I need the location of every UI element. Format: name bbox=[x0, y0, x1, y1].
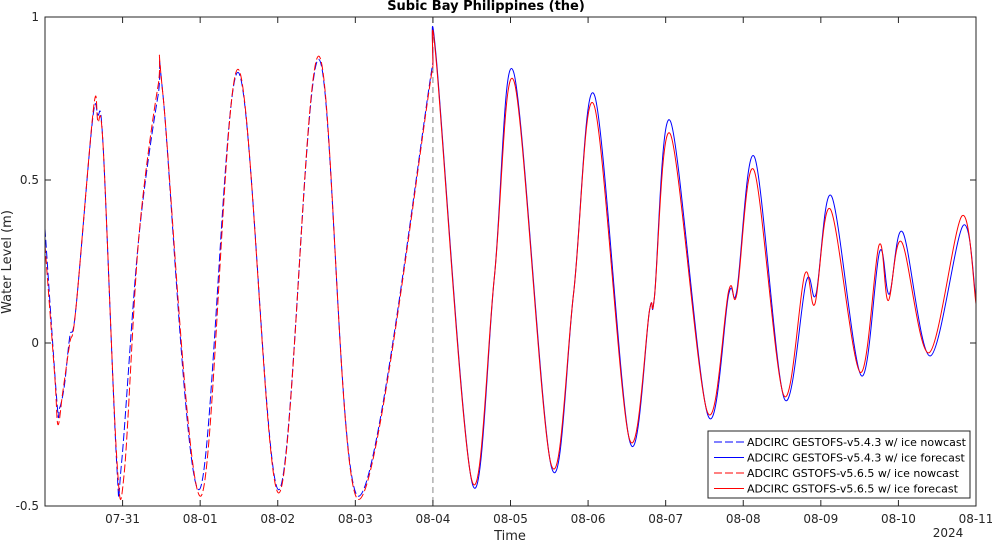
x-tick-label: 08-02 bbox=[260, 512, 295, 526]
y-ticks: -0.5 0 0.5 1 bbox=[16, 10, 976, 513]
y-tick-label: 0 bbox=[31, 336, 39, 350]
x-tick-label: 08-06 bbox=[571, 512, 606, 526]
legend: ADCIRC GESTOFS-v5.4.3 w/ ice nowcast ADCI… bbox=[707, 430, 971, 499]
series-group bbox=[44, 25, 977, 501]
x-tick-label: 08-05 bbox=[493, 512, 528, 526]
chart-title: Subic Bay Philippines (the) bbox=[387, 0, 585, 14]
series-line-4 bbox=[431, 29, 977, 486]
x-tick-label: 08-09 bbox=[803, 512, 838, 526]
x-tick-label: 08-07 bbox=[648, 512, 683, 526]
legend-box bbox=[707, 430, 971, 499]
series-line-1 bbox=[44, 58, 434, 499]
legend-label: ADCIRC GSTOFS-v5.6.5 w/ ice forecast bbox=[747, 483, 959, 496]
y-tick-label: 1 bbox=[31, 10, 39, 24]
plot-area bbox=[45, 17, 976, 506]
x-tick-label: 08-03 bbox=[338, 512, 373, 526]
legend-label: ADCIRC GESTOFS-v5.4.3 w/ ice forecast bbox=[747, 452, 966, 465]
x-tick-label: 07-31 bbox=[105, 512, 140, 526]
x-tick-label: 08-10 bbox=[881, 512, 916, 526]
y-tick-label: 0.5 bbox=[20, 173, 39, 187]
y-tick-label: -0.5 bbox=[16, 499, 39, 513]
y-axis-title: Water Level (m) bbox=[0, 210, 15, 314]
x-axis-title: Time bbox=[493, 529, 526, 541]
x-tick-label: 08-08 bbox=[726, 512, 761, 526]
x-tick-label: 08-11 bbox=[959, 512, 992, 526]
x-year-label: 2024 bbox=[933, 526, 964, 540]
plot-background bbox=[45, 17, 976, 506]
x-ticks: 07-31 08-01 08-02 08-03 08-04 08-05 08-06 08-07… bbox=[105, 17, 992, 526]
series-line-3 bbox=[44, 54, 434, 501]
series-line-2 bbox=[431, 25, 977, 489]
legend-label: ADCIRC GSTOFS-v5.6.5 w/ ice nowcast bbox=[747, 467, 960, 480]
legend-label: ADCIRC GESTOFS-v5.4.3 w/ ice nowcast bbox=[747, 436, 967, 449]
x-tick-label: 08-01 bbox=[183, 512, 218, 526]
x-tick-label: 08-04 bbox=[415, 512, 450, 526]
